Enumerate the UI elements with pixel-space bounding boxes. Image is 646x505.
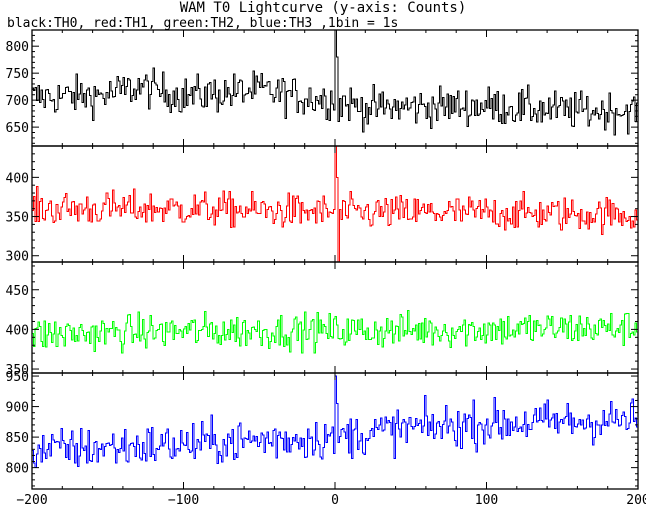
y-tick-label: 850 [6, 431, 29, 446]
y-tick-label: 700 [6, 94, 29, 109]
chart-subtitle: black:TH0, red:TH1, green:TH2, blue:TH3 … [7, 16, 399, 31]
series-line-th2 [32, 310, 638, 354]
y-tick-label: 450 [6, 284, 29, 299]
x-tick-label: 200 [626, 493, 646, 505]
series-line-th1 [32, 145, 638, 263]
y-tick-label: 800 [6, 462, 29, 477]
y-tick-label: 950 [6, 370, 29, 385]
y-tick-label: 400 [6, 323, 29, 338]
y-tick-label: 900 [6, 401, 29, 416]
series-line-th3 [32, 375, 638, 469]
y-tick-label: 350 [6, 211, 29, 226]
series-line-th0 [32, 29, 638, 136]
x-tick-label: 0 [331, 493, 339, 505]
x-tick-label: 100 [475, 493, 498, 505]
chart-title: WAM T0 Lightcurve (y-axis: Counts) [179, 0, 467, 16]
y-tick-label: 300 [6, 250, 29, 265]
y-tick-label: 650 [6, 121, 29, 136]
y-tick-label: 800 [6, 40, 29, 55]
y-tick-label: 750 [6, 67, 29, 82]
y-tick-label: 400 [6, 171, 29, 186]
y-tick-label: 350 [6, 363, 29, 378]
x-tick-label: −100 [168, 493, 199, 505]
chart-header: WAM T0 Lightcurve (y-axis: Counts) black… [0, 0, 646, 30]
x-tick-label: −200 [16, 493, 47, 505]
